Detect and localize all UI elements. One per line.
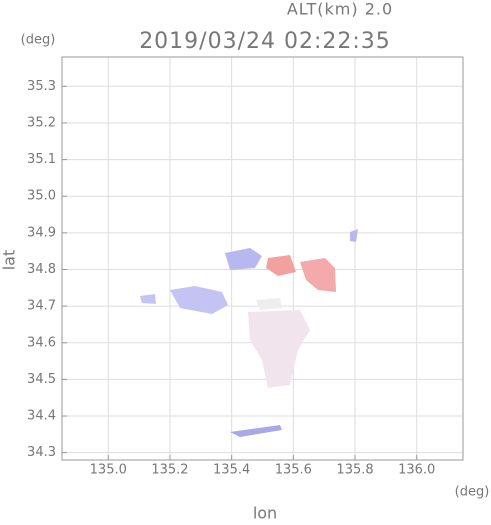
y-tick-label: 35.1 [27,152,56,167]
echo-region [350,229,358,242]
y-tick-label: 34.9 [27,225,56,240]
echo-region [170,286,228,314]
y-tick-label: 34.8 [27,262,56,277]
x-tick-label: 136.0 [398,463,435,478]
chart-title: 2019/03/24 02:22:35 [139,29,391,54]
x-axis-label: lon [253,504,277,522]
y-tick-label: 35.3 [27,79,56,94]
y-tick-label: 34.4 [27,409,56,424]
echo-region [266,255,296,276]
x-tick-label: 135.8 [336,463,373,478]
y-tick-label: 34.5 [27,372,56,387]
y-tick-label: 35.0 [27,189,56,204]
x-tick-label: 135.6 [275,463,312,478]
x-tick-label: 135.0 [90,463,127,478]
x-tick-label: 135.2 [151,463,188,478]
y-tick-label: 34.3 [27,445,56,460]
y-tick-label: 34.6 [27,335,56,350]
echo-region [248,310,310,388]
grid [62,57,463,460]
echo-layer [140,229,358,437]
echo-region [300,258,336,292]
y-unit: (deg) [21,33,56,48]
x-unit: (deg) [455,485,490,500]
echo-region [140,294,156,304]
y-tick-label: 35.2 [27,115,56,130]
echo-region [230,425,282,437]
y-axis-label: lat [0,250,19,271]
altitude-label: ALT(km) 2.0 [287,0,393,19]
echo-region [256,298,282,310]
y-tick-label: 34.7 [27,299,56,314]
plot-frame [61,56,464,461]
echo-region [225,248,262,270]
x-tick-label: 135.4 [213,463,250,478]
